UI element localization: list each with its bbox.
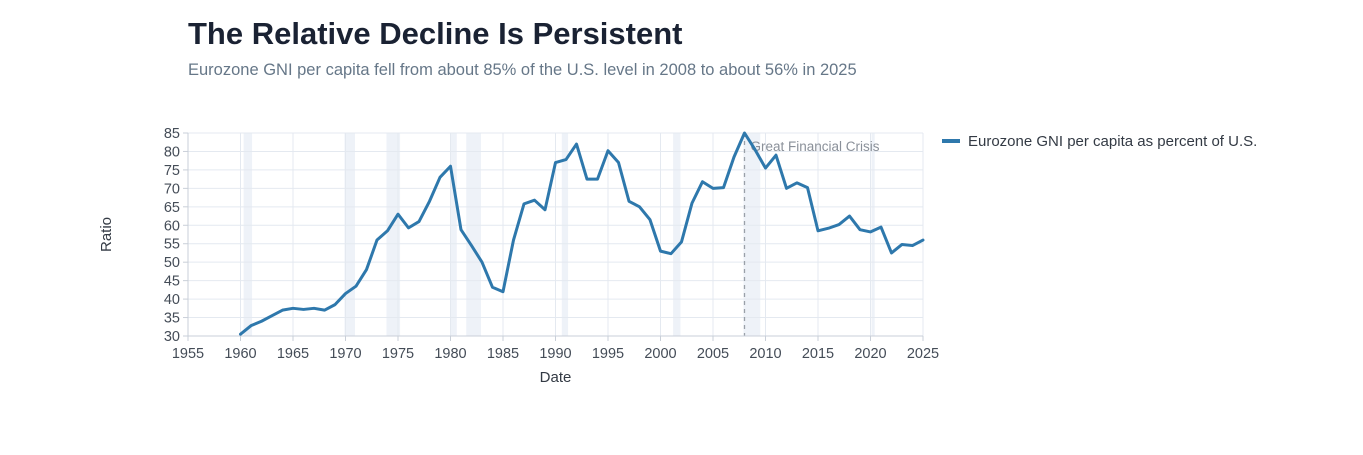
- series: [239, 131, 925, 336]
- x-tick-label: 1955: [172, 346, 204, 362]
- y-tick-label: 65: [164, 200, 180, 216]
- recession-band: [243, 133, 253, 336]
- x-tick-label: 1975: [382, 346, 414, 362]
- recession-shading: [243, 133, 875, 336]
- x-tick-label: 2010: [749, 346, 781, 362]
- y-tick-label: 50: [164, 255, 180, 271]
- x-tick-label: 1990: [539, 346, 571, 362]
- x-tick-label: 1970: [329, 346, 361, 362]
- x-tick-label: 2025: [907, 346, 939, 362]
- recession-band: [743, 133, 761, 336]
- series-line: [239, 131, 925, 336]
- y-tick-label: 45: [164, 274, 180, 290]
- y-tick-label: 75: [164, 163, 180, 179]
- recession-band: [466, 133, 481, 336]
- annotations: Great Financial Crisis: [743, 133, 880, 336]
- recession-band: [450, 133, 457, 336]
- x-tick-label: 2005: [697, 346, 729, 362]
- x-tick-label: 2020: [854, 346, 886, 362]
- y-tick-label: 55: [164, 237, 180, 253]
- y-tick-label: 60: [164, 218, 180, 234]
- y-tick-label: 80: [164, 144, 180, 160]
- recession-band: [386, 133, 401, 336]
- y-tick-label: 85: [164, 126, 180, 142]
- x-tick-label: 1995: [592, 346, 624, 362]
- x-tick-label: 1960: [224, 346, 256, 362]
- y-axis-title: Ratio: [98, 217, 115, 252]
- legend-label[interactable]: Eurozone GNI per capita as percent of U.…: [968, 133, 1257, 150]
- x-tick-label: 1980: [434, 346, 466, 362]
- recession-band: [344, 133, 355, 336]
- x-tick-label: 1985: [487, 346, 519, 362]
- x-axis-title: Date: [540, 369, 572, 386]
- x-tick-label: 1965: [277, 346, 309, 362]
- legend[interactable]: Eurozone GNI per capita as percent of U.…: [942, 133, 1257, 150]
- recession-band: [673, 133, 681, 336]
- recession-band: [561, 133, 569, 336]
- annotation-label: Great Financial Crisis: [751, 139, 880, 154]
- y-tick-label: 70: [164, 181, 180, 197]
- y-tick-label: 40: [164, 292, 180, 308]
- y-tick-label: 30: [164, 329, 180, 345]
- y-tick-label: 35: [164, 311, 180, 327]
- chart-title: The Relative Decline Is Persistent: [188, 16, 683, 51]
- x-tick-label: 2000: [644, 346, 676, 362]
- chart-subtitle: Eurozone GNI per capita fell from about …: [188, 61, 857, 79]
- axes: 30 35 40 45 50 55 60 65 70 75 80 85 1955 1960 1965 1970…: [98, 126, 939, 386]
- x-tick-label: 2015: [802, 346, 834, 362]
- recession-band: [871, 133, 875, 336]
